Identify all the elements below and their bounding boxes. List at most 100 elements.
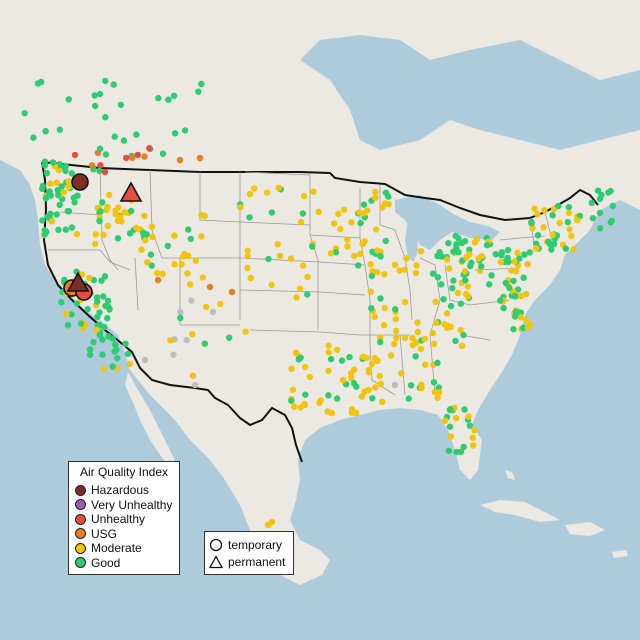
site-marker bbox=[447, 302, 455, 310]
site-marker bbox=[432, 298, 439, 305]
site-marker bbox=[189, 372, 197, 379]
legend-item-moderate: Moderate bbox=[69, 541, 179, 556]
site-marker bbox=[183, 336, 190, 344]
site-marker bbox=[363, 354, 370, 362]
site-marker bbox=[304, 273, 311, 281]
site-marker bbox=[545, 238, 552, 245]
site-marker bbox=[296, 285, 304, 292]
site-marker bbox=[504, 254, 511, 262]
site-marker bbox=[405, 395, 412, 402]
site-marker bbox=[63, 310, 70, 317]
site-marker bbox=[292, 349, 300, 356]
site-marker bbox=[461, 268, 469, 275]
site-marker bbox=[141, 356, 149, 364]
site-marker bbox=[574, 217, 581, 224]
site-marker bbox=[189, 331, 196, 338]
site-marker bbox=[473, 236, 481, 243]
site-marker bbox=[398, 370, 405, 377]
site-marker bbox=[97, 208, 104, 215]
site-marker bbox=[455, 235, 462, 242]
site-marker bbox=[112, 211, 119, 218]
site-marker bbox=[297, 354, 304, 361]
site-marker bbox=[178, 261, 185, 268]
site-marker bbox=[96, 167, 103, 175]
site-marker bbox=[392, 306, 399, 313]
site-marker bbox=[396, 267, 403, 274]
legend-item-temporary: temporary bbox=[205, 536, 293, 553]
cuba bbox=[480, 500, 560, 522]
site-marker bbox=[113, 346, 120, 353]
site-marker bbox=[512, 308, 519, 315]
site-marker bbox=[449, 285, 456, 292]
site-marker bbox=[191, 381, 199, 389]
site-marker bbox=[517, 309, 525, 316]
site-marker bbox=[510, 326, 517, 333]
site-marker bbox=[357, 250, 364, 258]
site-marker bbox=[141, 212, 148, 220]
site-type-legend: temporary permanent bbox=[204, 531, 294, 575]
site-marker bbox=[377, 248, 384, 255]
site-marker bbox=[464, 283, 472, 290]
site-marker bbox=[486, 281, 493, 288]
site-marker bbox=[497, 258, 504, 266]
site-marker bbox=[101, 168, 109, 176]
site-marker bbox=[250, 185, 258, 192]
site-marker bbox=[91, 102, 99, 110]
site-marker bbox=[264, 189, 271, 196]
site-marker bbox=[65, 183, 72, 191]
site-marker bbox=[299, 262, 307, 269]
site-marker bbox=[42, 195, 50, 202]
puerto-rico bbox=[612, 550, 628, 558]
site-marker bbox=[351, 366, 358, 373]
site-marker bbox=[466, 251, 473, 258]
site-marker bbox=[133, 224, 140, 231]
site-marker bbox=[84, 305, 91, 313]
site-marker bbox=[244, 247, 251, 254]
site-marker bbox=[393, 334, 400, 342]
site-marker bbox=[171, 232, 178, 239]
site-marker bbox=[350, 380, 358, 387]
site-marker bbox=[464, 293, 472, 300]
site-marker bbox=[288, 397, 295, 404]
site-marker bbox=[597, 225, 604, 232]
site-marker bbox=[333, 346, 341, 353]
site-marker bbox=[367, 288, 374, 295]
site-marker bbox=[379, 398, 386, 405]
legend-item-unhealthy: Unhealthy bbox=[69, 512, 179, 527]
site-marker bbox=[129, 154, 136, 161]
site-marker bbox=[192, 257, 199, 264]
site-marker bbox=[179, 253, 187, 260]
site-marker bbox=[141, 153, 148, 160]
monitoring-sites bbox=[21, 77, 616, 529]
site-marker bbox=[555, 202, 562, 210]
site-marker bbox=[109, 363, 117, 370]
site-marker bbox=[570, 246, 577, 253]
site-marker bbox=[97, 162, 104, 169]
site-marker bbox=[468, 259, 475, 266]
site-marker bbox=[153, 269, 161, 277]
site-marker bbox=[434, 394, 441, 401]
site-marker bbox=[123, 154, 130, 162]
site-marker bbox=[73, 300, 81, 307]
site-marker bbox=[412, 269, 420, 277]
site-marker bbox=[54, 187, 61, 194]
site-marker bbox=[371, 354, 378, 362]
site-marker bbox=[534, 232, 542, 239]
site-marker bbox=[124, 350, 132, 357]
site-marker bbox=[364, 207, 371, 214]
site-marker bbox=[446, 423, 454, 430]
legend-label: Hazardous bbox=[91, 483, 150, 498]
site-marker bbox=[377, 295, 384, 302]
site-marker bbox=[360, 201, 368, 208]
site-marker bbox=[171, 130, 179, 137]
site-marker bbox=[483, 242, 491, 249]
site-marker bbox=[144, 259, 151, 266]
site-marker bbox=[120, 137, 128, 144]
unhealthy-swatch bbox=[75, 513, 86, 525]
site-marker bbox=[104, 303, 112, 310]
site-marker bbox=[134, 151, 141, 159]
site-marker bbox=[533, 245, 540, 252]
site-marker bbox=[377, 253, 384, 260]
site-marker bbox=[53, 179, 60, 186]
site-marker bbox=[330, 220, 338, 227]
